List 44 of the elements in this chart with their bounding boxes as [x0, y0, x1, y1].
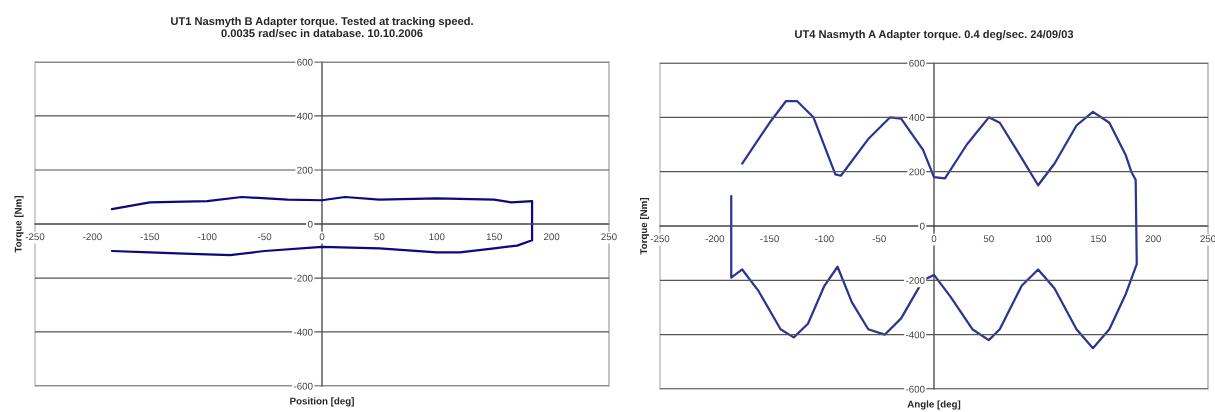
x-tick-label: 50 — [983, 235, 994, 243]
y-tick-label: 400 — [908, 114, 925, 121]
y-tick-label: -400 — [905, 331, 925, 339]
x-axis-title: Angle [deg] — [907, 400, 961, 410]
x-tick-label: 150 — [486, 233, 502, 241]
x-tick-label: 100 — [1036, 235, 1052, 243]
x-axis-title: Position [deg] — [290, 397, 354, 407]
y-tick-label: 200 — [297, 166, 313, 174]
y-tick-label: -400 — [293, 328, 313, 336]
x-tick-label: -250 — [650, 235, 670, 243]
x-tick-label: -150 — [140, 233, 160, 241]
x-tick-label: -250 — [25, 233, 45, 241]
y-tick-label: 200 — [909, 168, 925, 176]
x-tick-label: 0 — [319, 233, 325, 241]
x-tick-label: -200 — [83, 233, 102, 241]
chart-title: UT1 Nasmyth B Adapter torque. Tested at tracking speed. 0.0035 rad/sec in database. 10.10.2006 — [171, 16, 473, 38]
y-tick-label: -600 — [293, 382, 313, 390]
x-tick-label: 200 — [1145, 235, 1161, 243]
x-tick-label: -50 — [258, 233, 272, 241]
x-tick-label: 250 — [601, 233, 617, 241]
y-tick-label: 400 — [296, 112, 313, 120]
x-tick-label: 100 — [429, 233, 445, 241]
y-tick-label: 600 — [909, 59, 925, 67]
x-tick-label: -150 — [760, 235, 779, 243]
y-tick-label: 0 — [307, 220, 313, 228]
line-series — [110, 195, 534, 257]
y-tick-label: -200 — [293, 274, 313, 282]
x-tick-label: -100 — [197, 233, 217, 241]
y-tick-label: 600 — [297, 58, 313, 66]
x-tick-label: 250 — [1200, 235, 1215, 243]
y-axis-title: Torque [Nm] — [639, 198, 650, 255]
y-tick-label: 0 — [919, 222, 925, 230]
line-series — [730, 99, 1138, 350]
x-tick-label: -100 — [815, 235, 834, 243]
y-axis-title: Torque [Nm] — [14, 196, 24, 253]
x-tick-label: 0 — [931, 235, 937, 243]
y-tick-label: -600 — [905, 385, 925, 393]
x-tick-label: 150 — [1091, 235, 1107, 243]
x-tick-label: -200 — [705, 235, 725, 243]
x-tick-label: -50 — [872, 235, 886, 243]
x-tick-label: 50 — [374, 233, 385, 241]
x-tick-label: 200 — [543, 233, 560, 241]
y-tick-label: -200 — [905, 277, 925, 284]
chart-title: UT4 Nasmyth A Adapter torque. 0.4 deg/sec. 24/09/03 — [795, 29, 1074, 41]
